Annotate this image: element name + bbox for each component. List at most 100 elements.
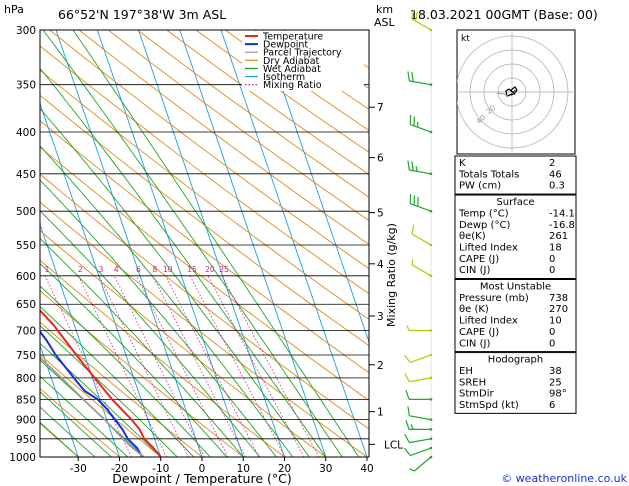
wind-barb-flag — [411, 224, 415, 235]
wind-barb-shaft — [410, 203, 432, 212]
temperature-line — [40, 308, 162, 457]
legend-background — [242, 31, 364, 91]
height-axis: 7 6 5 4 3 2 1 LCL — [368, 30, 403, 457]
wind-barb-base — [429, 353, 433, 357]
x-tick-label: -30 — [70, 463, 87, 475]
pressure-tick-label: 450 — [16, 169, 36, 181]
height-tick-label: 1 — [377, 407, 384, 419]
legend-entry: Mixing Ratio — [263, 80, 322, 91]
height-tick-label: 4 — [377, 259, 384, 271]
indices-row-value: 6 — [549, 400, 555, 411]
indices-section-box — [454, 194, 577, 279]
wind-barb-base — [429, 274, 433, 278]
wet-adiabat-line — [40, 421, 79, 457]
km-unit-label: km — [376, 3, 393, 16]
wind-barb — [406, 325, 433, 332]
pressure-tick-label: 750 — [16, 350, 36, 362]
pressure-tick-label: 900 — [16, 415, 36, 427]
wind-barb — [407, 406, 433, 421]
indices-row-value: -16.8 — [549, 220, 575, 231]
mixing-ratio-label: 1 — [45, 265, 50, 274]
mixing-ratio-label: 20 — [205, 265, 215, 274]
wind-barb-base — [429, 172, 433, 176]
mixing-ratio-label: 10 — [163, 265, 173, 274]
mixing-ratio-label: 3 — [99, 265, 104, 274]
wind-barb-flag — [404, 373, 410, 382]
wet-adiabat-line — [40, 305, 195, 457]
dry-adiabat-line — [137, 30, 369, 198]
wind-barb-flag — [404, 434, 410, 443]
wind-barb-base — [429, 243, 433, 247]
isotherm-line — [138, 30, 285, 457]
pressure-tick-label: 700 — [16, 326, 36, 338]
indices-row-value: 46 — [549, 169, 562, 180]
dry-adiabat-line — [40, 321, 203, 457]
pressure-tick-label: 950 — [16, 434, 36, 446]
height-tick-label: 7 — [377, 102, 384, 114]
indices-row-label: CAPE (J) — [459, 327, 499, 338]
wind-barb-flag — [411, 9, 415, 20]
mixing-ratio-line — [165, 275, 260, 457]
wind-barb-base — [429, 209, 433, 213]
hodograph-storm-trace — [496, 92, 510, 98]
pressure-axis: 300 350 400 450 500 550 600 650 700 750 800 850 900 9… — [9, 25, 36, 464]
indices-row-label: θe (K) — [459, 304, 489, 315]
wet-adiabat-line — [40, 145, 294, 457]
mixing-ratio-axis-title: Mixing Ratio (g/kg) — [385, 223, 398, 327]
dry-adiabat-line — [40, 259, 285, 457]
dry-adiabat-line — [40, 387, 120, 457]
pressure-tick-label: 1000 — [9, 452, 36, 464]
dry-adiabat-line — [40, 354, 162, 457]
mixing-ratio-label: 2 — [78, 265, 83, 274]
mixing-ratio-line — [189, 275, 286, 457]
legend-entry: Dry Adiabat — [263, 56, 320, 67]
wind-barb-flag — [411, 161, 414, 171]
pressure-tick-label: 800 — [16, 373, 36, 385]
pressure-tick-label: 650 — [16, 299, 36, 311]
dewpoint-line — [40, 330, 144, 457]
indices-row-value: 2 — [549, 158, 555, 169]
mixing-ratio-label: 6 — [136, 265, 141, 274]
hpa-unit-label: hPa — [4, 3, 24, 16]
indices-row-label: CIN (J) — [459, 338, 490, 349]
indices-row-value: 261 — [549, 231, 568, 242]
wind-barb — [411, 259, 433, 278]
x-axis-title: Dewpoint / Temperature (°C) — [112, 471, 291, 486]
indices-row-label: Dewp (°C) — [459, 220, 510, 231]
dry-adiabat-line — [40, 45, 369, 295]
indices-row-value: 0 — [549, 254, 555, 265]
wet-adiabat-line — [40, 375, 129, 457]
wind-barb — [405, 390, 433, 401]
isotherm-line — [179, 30, 327, 457]
wind-barb — [403, 446, 433, 457]
dry-adiabat-line — [78, 30, 369, 245]
wind-barb-base — [429, 455, 433, 459]
indices-row-label: EH — [459, 366, 473, 377]
wind-barb — [411, 224, 433, 247]
hodograph-trace — [505, 86, 518, 97]
wind-barb-base — [429, 130, 433, 134]
wind-barb-flag — [407, 160, 410, 171]
pressure-tick-label: 600 — [16, 271, 36, 283]
wind-barb — [407, 160, 433, 176]
wind-barb-base — [429, 398, 433, 401]
wind-barb-shaft — [411, 264, 432, 277]
wind-barb — [404, 373, 433, 383]
hodograph-storm-marker: × — [509, 88, 517, 98]
isotherm-line — [40, 102, 162, 457]
indices-row-label: StmSpd (kt) — [459, 400, 519, 411]
legend-entry: Wet Adiabat — [263, 64, 321, 75]
indices-row-value: 0.3 — [549, 181, 565, 192]
mixing-ratio-label: 25 — [219, 265, 229, 274]
wind-barb — [403, 353, 433, 364]
indices-row-value: 38 — [549, 366, 562, 377]
isotherm-line — [220, 30, 368, 457]
temperature-axis: -30 -20 -10 0 10 20 30 40 — [70, 457, 374, 475]
indices-row-label: Temp (°C) — [458, 208, 509, 219]
wind-barb-half-flag — [411, 259, 414, 265]
isotherm-line — [40, 223, 120, 457]
indices-row-label: CAPE (J) — [459, 254, 499, 265]
indices-row-value: 10 — [549, 316, 562, 327]
